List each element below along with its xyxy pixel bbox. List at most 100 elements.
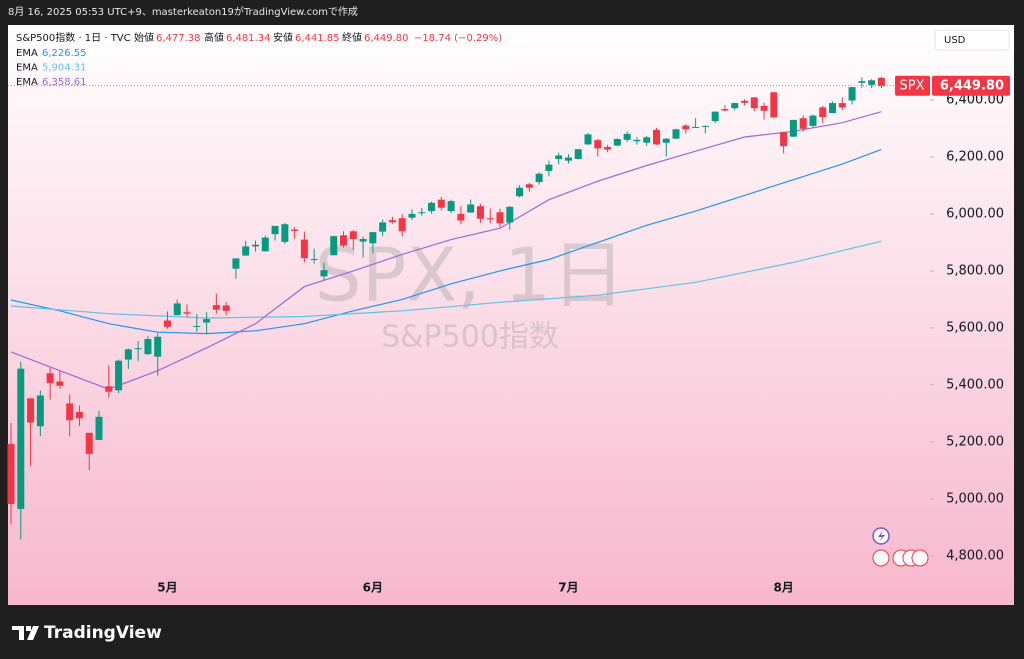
x-tick-label: 8月 (773, 581, 793, 595)
candle-body (428, 202, 436, 212)
candle-body (418, 212, 426, 214)
price-tag-symbol-box (895, 75, 930, 96)
candle-body (613, 138, 621, 146)
candle-body (672, 129, 680, 139)
legend-value: 6,226.55 (42, 48, 87, 59)
candle-body (877, 77, 885, 86)
legend-entry: EMA (16, 63, 38, 74)
candle-body (496, 212, 504, 224)
ema-line (10, 240, 882, 319)
ohlc-value: 6,481.34 (226, 33, 271, 44)
candle-body (770, 92, 778, 118)
legend-entry: EMA (16, 48, 38, 59)
candle-body (809, 115, 817, 126)
candle-body (17, 368, 25, 509)
candle-body (369, 232, 377, 244)
candle-body (261, 237, 269, 252)
candle-body (760, 105, 768, 111)
currency-box (934, 29, 1010, 51)
x-tick-label: 6月 (363, 581, 383, 595)
candle-body (46, 373, 54, 384)
candle-body (222, 305, 230, 311)
candle-body (780, 132, 788, 147)
price-tag-symbol: SPX (900, 78, 925, 93)
candle-body (95, 416, 103, 440)
brand: TradingView (44, 623, 162, 643)
y-tick-label: 5,800.00 (946, 263, 1004, 278)
candle-body (721, 109, 729, 111)
brand-logo (12, 626, 39, 640)
ohlc-value: 6,477.38 (156, 33, 201, 44)
candle-body (154, 336, 162, 357)
candle-body (66, 403, 74, 421)
legend-value: 5,904.31 (42, 63, 87, 74)
price-tag-label: 6,449.80 (940, 78, 1004, 93)
candle-body (56, 381, 64, 386)
candle-body (741, 100, 748, 103)
candle-body (535, 173, 543, 183)
candle-body (848, 87, 856, 101)
candle-body (134, 348, 142, 350)
candle-body (545, 164, 553, 171)
candle-body (408, 213, 416, 218)
candle-body (27, 398, 35, 423)
candle-body (85, 432, 93, 454)
ohlc-label: 終値 (342, 31, 362, 44)
y-tick-label: 5,600.00 (946, 320, 1004, 335)
watermark-sub: S&P500指数 (381, 320, 559, 355)
y-tick-label: 4,800.00 (946, 548, 1004, 563)
candle-body (584, 134, 592, 145)
currency: USD (944, 35, 966, 46)
y-tick-label: 6,000.00 (946, 206, 1004, 221)
candle-body (7, 443, 15, 505)
candle-body (838, 103, 846, 108)
candle-body (819, 107, 827, 118)
candle-body (398, 218, 406, 232)
candle-body (252, 244, 259, 247)
candle-body (349, 231, 357, 240)
candle-body (173, 303, 181, 316)
candle-body (232, 258, 240, 269)
candle-body (163, 320, 171, 327)
candle-body (799, 118, 807, 129)
candle-body (555, 155, 563, 159)
candle-body (300, 239, 308, 259)
candle-body (574, 149, 582, 159)
candle-body (486, 218, 494, 220)
candle-body (525, 184, 533, 188)
legend-entry: EMA (16, 77, 38, 88)
candle-body (633, 139, 641, 142)
candle-body (662, 138, 670, 143)
candle-body (105, 386, 113, 392)
plot: 4,800.00 5,000.00 5,200.00 5,400.00 5,600.00… (7, 48, 1010, 595)
candle-body (711, 111, 719, 122)
ohlc-label: 高値 (204, 31, 224, 44)
candle-body (310, 258, 318, 260)
candle-body (291, 229, 299, 232)
candle-body (388, 220, 396, 223)
change: −18.74 (−0.29%) (414, 33, 502, 44)
candle-body (750, 97, 758, 109)
ema-line (10, 148, 882, 335)
ohlc-value: 6,449.80 (364, 33, 409, 44)
candle-body (692, 127, 700, 129)
candle-body (203, 319, 211, 323)
candle-body (379, 222, 387, 232)
x-tick-label: 7月 (558, 581, 578, 595)
candle-body (476, 206, 484, 219)
candle-body (868, 80, 876, 85)
candle-body (330, 236, 338, 256)
ohlc-label: 安値 (273, 31, 293, 44)
candle-body (193, 325, 201, 327)
candle-body (858, 81, 866, 83)
candle-body (36, 395, 44, 427)
candle-body (652, 129, 660, 145)
candle-body (643, 137, 651, 143)
price-tag-box (932, 75, 1010, 96)
y-tick-label: 6,200.00 (946, 149, 1004, 164)
y-tick-label: 5,200.00 (946, 434, 1004, 449)
candle-body (829, 103, 837, 114)
legend-value: 6,358.61 (42, 77, 87, 88)
candle-body (359, 239, 367, 242)
